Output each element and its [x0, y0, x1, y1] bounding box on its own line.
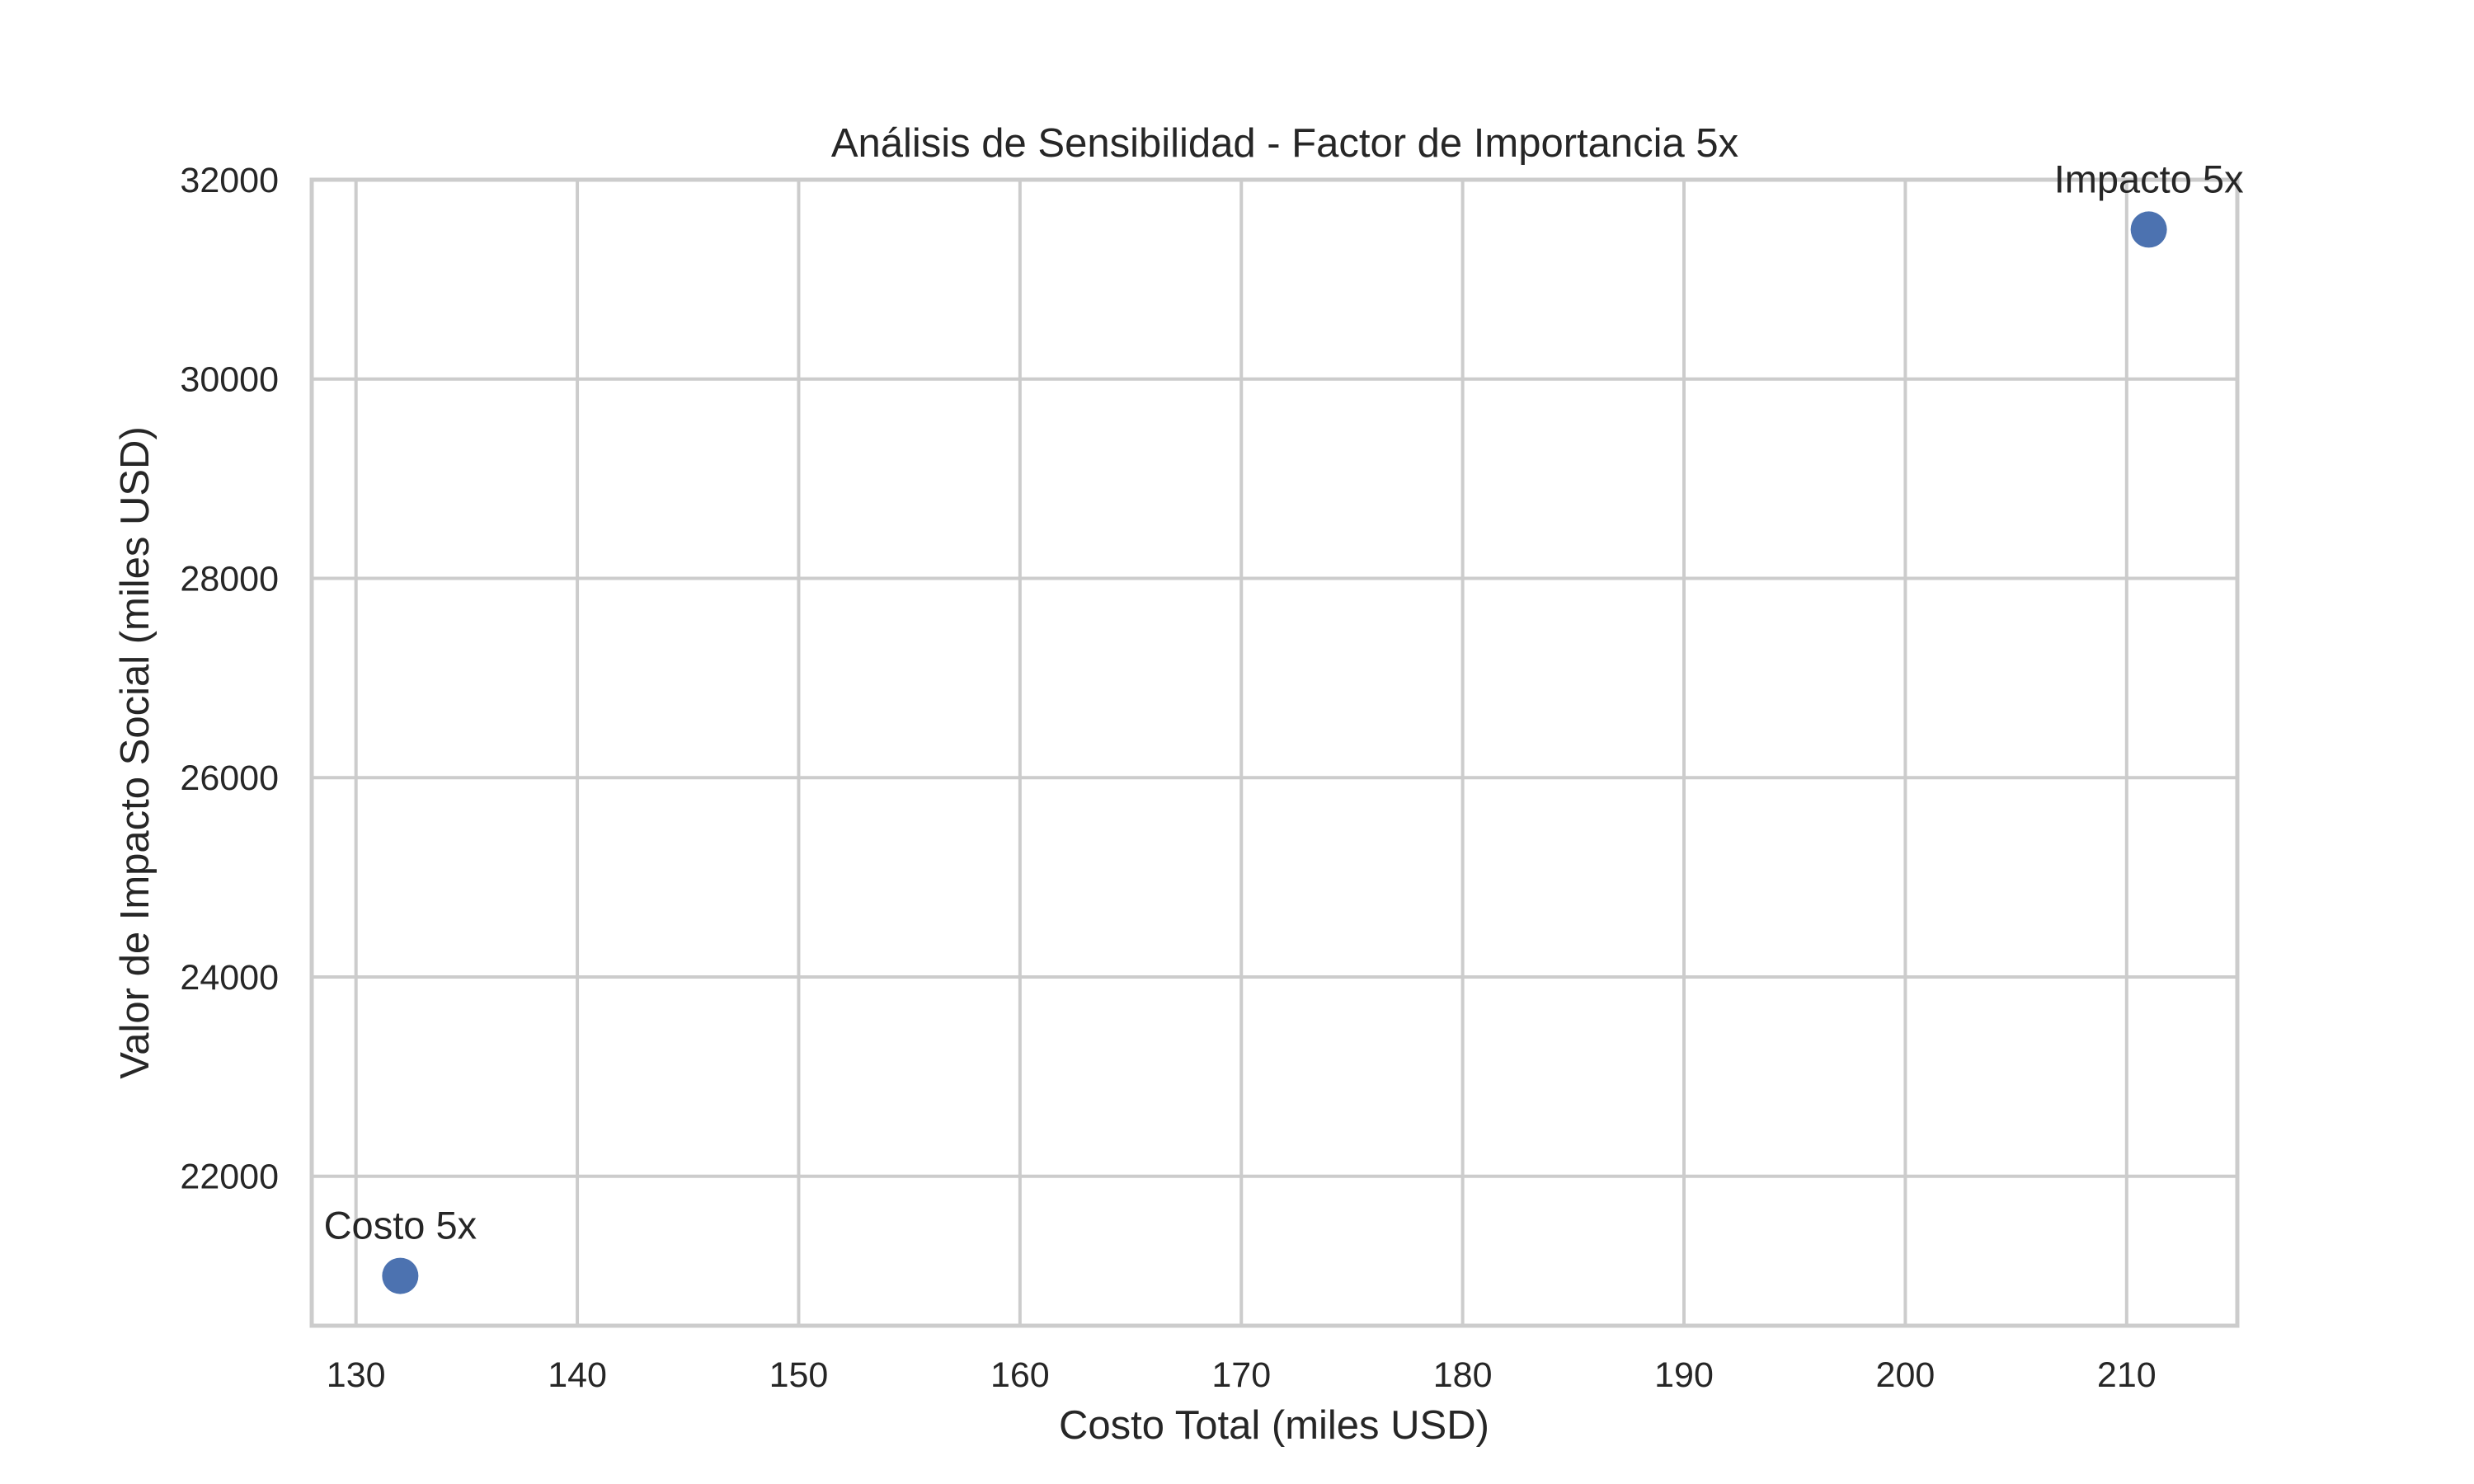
- grid-layer: [312, 178, 2237, 1326]
- y-tick-label: 28000: [180, 559, 279, 599]
- data-point-label: Costo 5x: [324, 1204, 477, 1247]
- x-tick-label: 210: [2097, 1355, 2157, 1395]
- x-axis-label: Costo Total (miles USD): [1059, 1403, 1489, 1448]
- y-tick-label: 32000: [180, 161, 279, 200]
- x-tick-label: 150: [769, 1355, 829, 1395]
- y-tick-label: 26000: [180, 758, 279, 798]
- data-point: [382, 1257, 419, 1294]
- data-point-label: Impacto 5x: [2054, 157, 2244, 200]
- tick-layer: 130 140 150 160 170 180 190 200 210 22000 24000 260…: [180, 161, 2156, 1395]
- x-tick-label: 140: [548, 1355, 607, 1395]
- x-tick-label: 190: [1654, 1355, 1714, 1395]
- data-point: [2130, 211, 2167, 248]
- x-tick-label: 160: [990, 1355, 1050, 1395]
- chart-title: Análisis de Sensibilidad - Factor de Imp…: [831, 121, 1738, 166]
- y-axis-label: Valor de Impacto Social (miles USD): [113, 426, 158, 1079]
- y-tick-label: 22000: [180, 1158, 279, 1197]
- x-tick-label: 200: [1876, 1355, 1935, 1395]
- y-tick-label: 30000: [180, 360, 279, 400]
- point-layer: Costo 5x Impacto 5x: [324, 157, 2244, 1294]
- x-tick-label: 130: [327, 1355, 386, 1395]
- plot-frame: [309, 177, 2240, 1328]
- x-tick-label: 180: [1433, 1355, 1493, 1395]
- x-tick-label: 170: [1211, 1355, 1271, 1395]
- y-tick-label: 24000: [180, 958, 279, 998]
